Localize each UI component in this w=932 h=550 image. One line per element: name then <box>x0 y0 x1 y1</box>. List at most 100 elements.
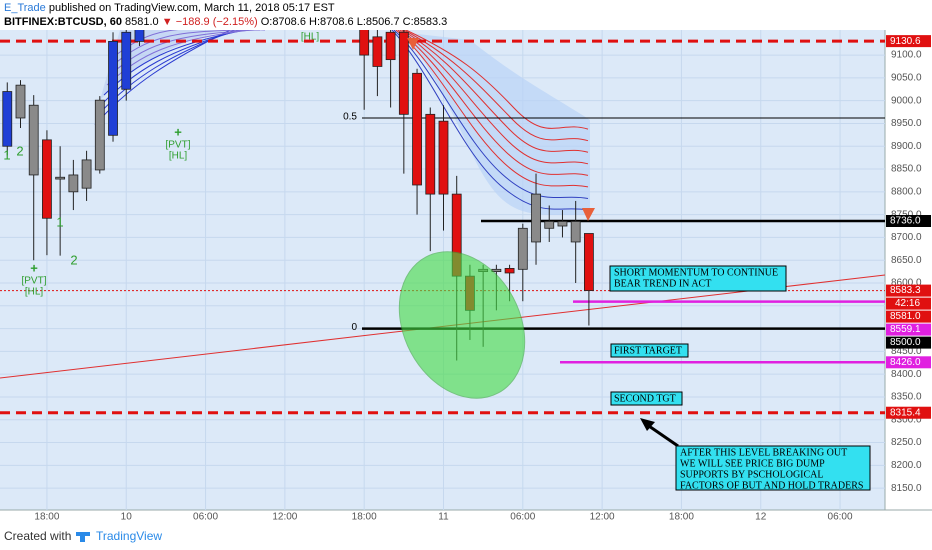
ribbon-line <box>405 30 589 130</box>
x-tick-label: 12:00 <box>590 512 615 523</box>
author[interactable]: E_Trade <box>4 2 46 14</box>
ribbon-line <box>399 30 589 165</box>
wave-label: 2 <box>70 252 77 267</box>
price-label-box <box>886 35 931 48</box>
x-tick-label: 18:00 <box>34 512 59 523</box>
price-label-box <box>886 336 931 349</box>
candle-body <box>2 91 13 147</box>
candle-body <box>517 227 528 270</box>
pivot-label: [HL] <box>25 287 44 298</box>
price-label: 8583.3 <box>890 285 921 296</box>
annotation-text: BEAR TREND IN ACT <box>614 278 711 289</box>
wave-label: 1 <box>3 147 10 162</box>
ribbon-cloud <box>400 32 590 215</box>
x-tick-label: 10 <box>121 512 133 523</box>
candle-body <box>55 176 66 180</box>
price-label-box <box>886 214 931 227</box>
candle-body <box>570 221 581 243</box>
candle-body <box>108 40 118 136</box>
ohlc: L:8506.7 <box>357 16 400 28</box>
candle-body <box>42 139 52 219</box>
candle-body <box>121 31 132 90</box>
candle-body <box>359 30 370 56</box>
x-tick-label: 12 <box>755 512 767 523</box>
pivot-label: [HL] <box>169 151 188 162</box>
candle-body <box>372 36 383 67</box>
candle-body <box>28 104 39 176</box>
ohlc: C:8583.3 <box>403 16 448 28</box>
last-price: 8581.0 <box>125 16 159 28</box>
ribbon-line <box>401 30 589 153</box>
annotation-text: FACTORS OF BUT AND HOLD TRADERS <box>680 480 863 491</box>
candle-body <box>557 221 568 227</box>
price-label: 8500.0 <box>890 337 921 348</box>
ribbon-line <box>403 30 589 142</box>
ribbon-line <box>395 30 589 188</box>
y-tick-label: 8150.0 <box>891 483 922 494</box>
annotation-text: WE WILL SEE PRICE BIG DUMP <box>680 458 825 469</box>
candle-body <box>438 120 449 195</box>
y-tick-label: 9000.0 <box>891 95 922 106</box>
countdown-box <box>886 297 931 310</box>
y-tick-label: 8800.0 <box>891 186 922 197</box>
y-tick-label: 8450.0 <box>891 346 922 357</box>
price-label: 8426.0 <box>890 357 921 368</box>
arrow-head <box>640 418 655 431</box>
y-tick-label: 9100.0 <box>891 50 922 61</box>
x-tick-label: 06:00 <box>510 512 535 523</box>
x-tick-label: 06:00 <box>828 512 853 523</box>
decoration <box>100 30 590 215</box>
candle-body <box>94 99 105 171</box>
y-tick-label: 8750.0 <box>891 209 922 220</box>
down-arrow <box>582 208 595 221</box>
pivot-label: [PVT] <box>165 140 190 151</box>
footer-created: Created with <box>4 529 71 543</box>
fib-label: 0.5 <box>343 112 357 123</box>
annotation-box <box>675 445 871 491</box>
y-tick-label: 8650.0 <box>891 255 922 266</box>
ohlc: O:8708.6 <box>261 16 306 28</box>
price-label: 8581.0 <box>890 311 921 322</box>
price-label-box <box>886 356 931 369</box>
y-tick-label: 8250.0 <box>891 437 922 448</box>
footer-brand[interactable]: TradingView <box>96 529 162 543</box>
annotation-text: FIRST TARGET <box>614 345 682 356</box>
x-tick-label: 18:00 <box>669 512 694 523</box>
y-tick-label: 8350.0 <box>891 392 922 403</box>
header-quote: BITFINEX:BTCUSD, 60 8581.0 ▼ −188.9 (−2.… <box>4 16 447 28</box>
annotation-box <box>610 391 683 406</box>
x-tick-label: 18:00 <box>352 512 377 523</box>
wave-label: 2 <box>16 143 23 158</box>
published: published on TradingView.com, March 11, … <box>49 2 335 14</box>
price-label-box <box>886 323 931 336</box>
price-label: 8315.4 <box>890 407 921 418</box>
candle-body <box>15 84 26 119</box>
candle-body <box>134 30 145 42</box>
price-label-box <box>886 406 931 419</box>
y-tick-label: 8850.0 <box>891 164 922 175</box>
candle-body <box>504 268 515 274</box>
pivot-label: [PVT] <box>21 276 46 287</box>
candle-body <box>425 113 436 195</box>
candle-body <box>385 31 396 61</box>
ribbon-line <box>106 30 251 86</box>
y-tick-label: 8200.0 <box>891 460 922 471</box>
annotation-text: SUPPORTS BY PSCHOLOGICAL <box>680 469 824 480</box>
candle-body <box>412 72 422 186</box>
arrow <box>645 422 679 448</box>
y-tick-label: 8400.0 <box>891 369 922 380</box>
pivot-label: [HL] <box>301 32 320 43</box>
x-tick-label: 06:00 <box>193 512 218 523</box>
y-tick-label: 8300.0 <box>891 414 922 425</box>
annotation-text: AFTER THIS LEVEL BREAKING OUT <box>680 447 847 458</box>
annotation-text: SHORT MOMENTUM TO CONTINUE <box>614 267 778 278</box>
x-tick-label: 12:00 <box>272 512 297 523</box>
ribbon-line <box>393 30 589 199</box>
price-label: 8559.1 <box>890 324 921 335</box>
pivot-marker: + <box>174 124 182 139</box>
y-tick-label: 9050.0 <box>891 73 922 84</box>
x-tick-label: 11 <box>438 512 449 523</box>
price-label-box <box>886 284 931 297</box>
ribbon-line <box>391 30 589 211</box>
